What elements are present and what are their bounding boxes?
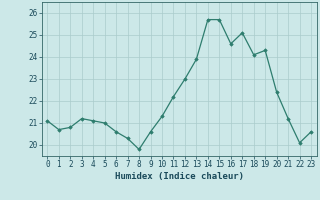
- X-axis label: Humidex (Indice chaleur): Humidex (Indice chaleur): [115, 172, 244, 181]
